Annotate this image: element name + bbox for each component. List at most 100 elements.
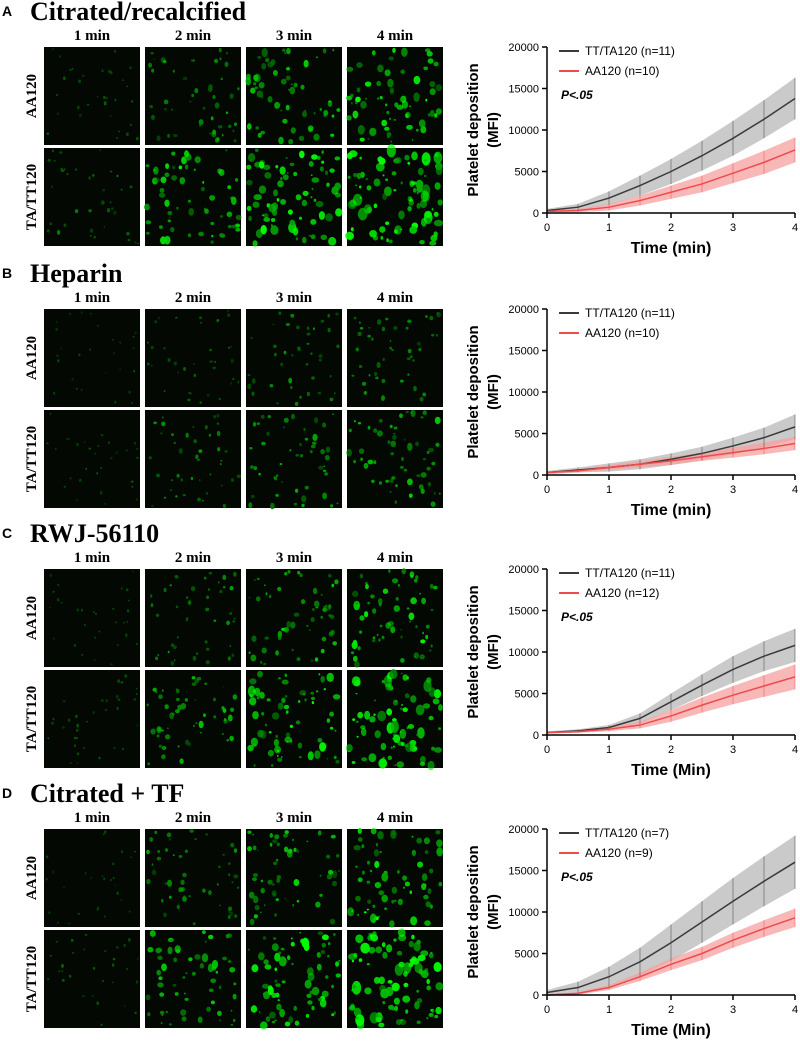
platelet-spot: [281, 481, 283, 483]
platelet-spot: [373, 178, 381, 187]
platelet-spot: [170, 227, 175, 233]
platelet-spot: [327, 327, 331, 333]
platelet-spot: [98, 756, 101, 760]
platelet-spot: [320, 234, 328, 240]
platelet-spot: [400, 658, 405, 663]
platelet-spot: [288, 139, 294, 145]
platelet-spot: [438, 492, 441, 495]
platelet-spot: [267, 61, 274, 68]
platelet-spot: [156, 473, 160, 478]
platelet-spot: [282, 174, 289, 181]
platelet-spot: [277, 587, 282, 591]
platelet-spot: [204, 940, 207, 943]
platelet-spot: [348, 1005, 356, 1011]
platelet-spot: [401, 568, 407, 575]
y-axis-label: (MFI): [485, 112, 502, 148]
platelet-spot: [403, 982, 409, 988]
platelet-spot: [187, 199, 191, 203]
platelet-spot: [304, 485, 309, 490]
platelet-spot: [428, 1012, 434, 1017]
platelet-spot: [161, 421, 166, 427]
platelet-spot: [253, 74, 259, 82]
x-tick-label: 0: [544, 484, 550, 496]
platelet-spot: [231, 653, 235, 657]
platelet-spot: [232, 694, 238, 700]
platelet-spot: [259, 161, 265, 169]
platelet-spot: [431, 208, 434, 211]
platelet-spot: [311, 177, 320, 183]
platelet-spot: [164, 848, 169, 852]
platelet-spot: [375, 376, 379, 380]
platelet-spot: [198, 231, 205, 237]
platelet-spot: [329, 918, 336, 925]
series-line: [546, 861, 796, 994]
platelet-spot: [136, 957, 139, 960]
platelet-spot: [400, 465, 404, 469]
platelet-spot: [415, 575, 419, 580]
platelet-spot: [333, 755, 337, 760]
platelet-spot: [234, 122, 237, 127]
platelet-spot: [222, 503, 226, 509]
platelet-spot: [112, 607, 115, 610]
platelet-spot: [422, 458, 426, 461]
platelet-spot: [271, 1020, 276, 1024]
platelet-spot: [135, 643, 138, 646]
platelet-spot: [193, 439, 197, 444]
platelet-spot: [412, 188, 417, 193]
platelet-spot: [391, 886, 398, 894]
platelet-spot: [419, 755, 426, 764]
platelet-spot: [110, 457, 113, 460]
platelet-spot: [148, 62, 153, 68]
platelet-spot: [96, 472, 99, 475]
platelet-spot: [216, 422, 220, 425]
platelet-spot: [420, 472, 427, 478]
platelet-spot: [363, 391, 367, 395]
platelet-spot: [367, 899, 372, 904]
panel-letter: D: [2, 785, 12, 801]
platelet-spot: [396, 1019, 402, 1026]
platelet-spot: [147, 1012, 151, 1017]
platelet-spot: [298, 700, 301, 703]
platelet-spot: [289, 162, 295, 167]
platelet-spot: [407, 373, 410, 376]
column-label: 1 min: [74, 28, 111, 44]
platelet-spot: [333, 933, 336, 936]
platelet-spot: [178, 855, 183, 858]
platelet-spot: [253, 764, 256, 767]
platelet-spot: [133, 697, 136, 701]
platelet-spot: [127, 599, 130, 602]
platelet-spot: [74, 736, 77, 740]
platelet-spot: [311, 441, 317, 445]
platelet-spot: [199, 401, 202, 404]
platelet-spot: [150, 364, 153, 367]
platelet-spot: [111, 963, 115, 967]
platelet-spot: [237, 886, 240, 889]
platelet-spot: [424, 850, 429, 854]
platelet-spot: [335, 854, 340, 858]
platelet-spot: [430, 644, 433, 648]
y-axis-label: Platelet deposition: [465, 63, 482, 196]
platelet-spot: [287, 570, 291, 574]
platelet-spot: [53, 160, 56, 162]
platelet-spot: [181, 156, 187, 165]
platelet-spot: [99, 490, 103, 495]
platelet-spot: [258, 472, 261, 476]
y-axis-label: (MFI): [485, 634, 502, 670]
platelet-spot: [355, 720, 359, 723]
micrograph-bg: [44, 569, 140, 667]
platelet-spot: [231, 881, 234, 884]
platelet-spot: [84, 871, 87, 875]
platelet-spot: [133, 441, 137, 445]
platelet-spot: [117, 698, 121, 701]
platelet-spot: [385, 221, 390, 225]
platelet-spot: [305, 363, 309, 366]
platelet-spot: [291, 962, 294, 966]
platelet-spot: [229, 644, 232, 648]
platelet-spot: [103, 877, 106, 881]
platelet-spot: [100, 1023, 103, 1026]
platelet-spot: [71, 378, 74, 381]
platelet-spot: [100, 699, 104, 702]
platelet-spot: [313, 133, 320, 141]
platelet-spot: [222, 574, 227, 581]
platelet-spot: [326, 718, 331, 723]
